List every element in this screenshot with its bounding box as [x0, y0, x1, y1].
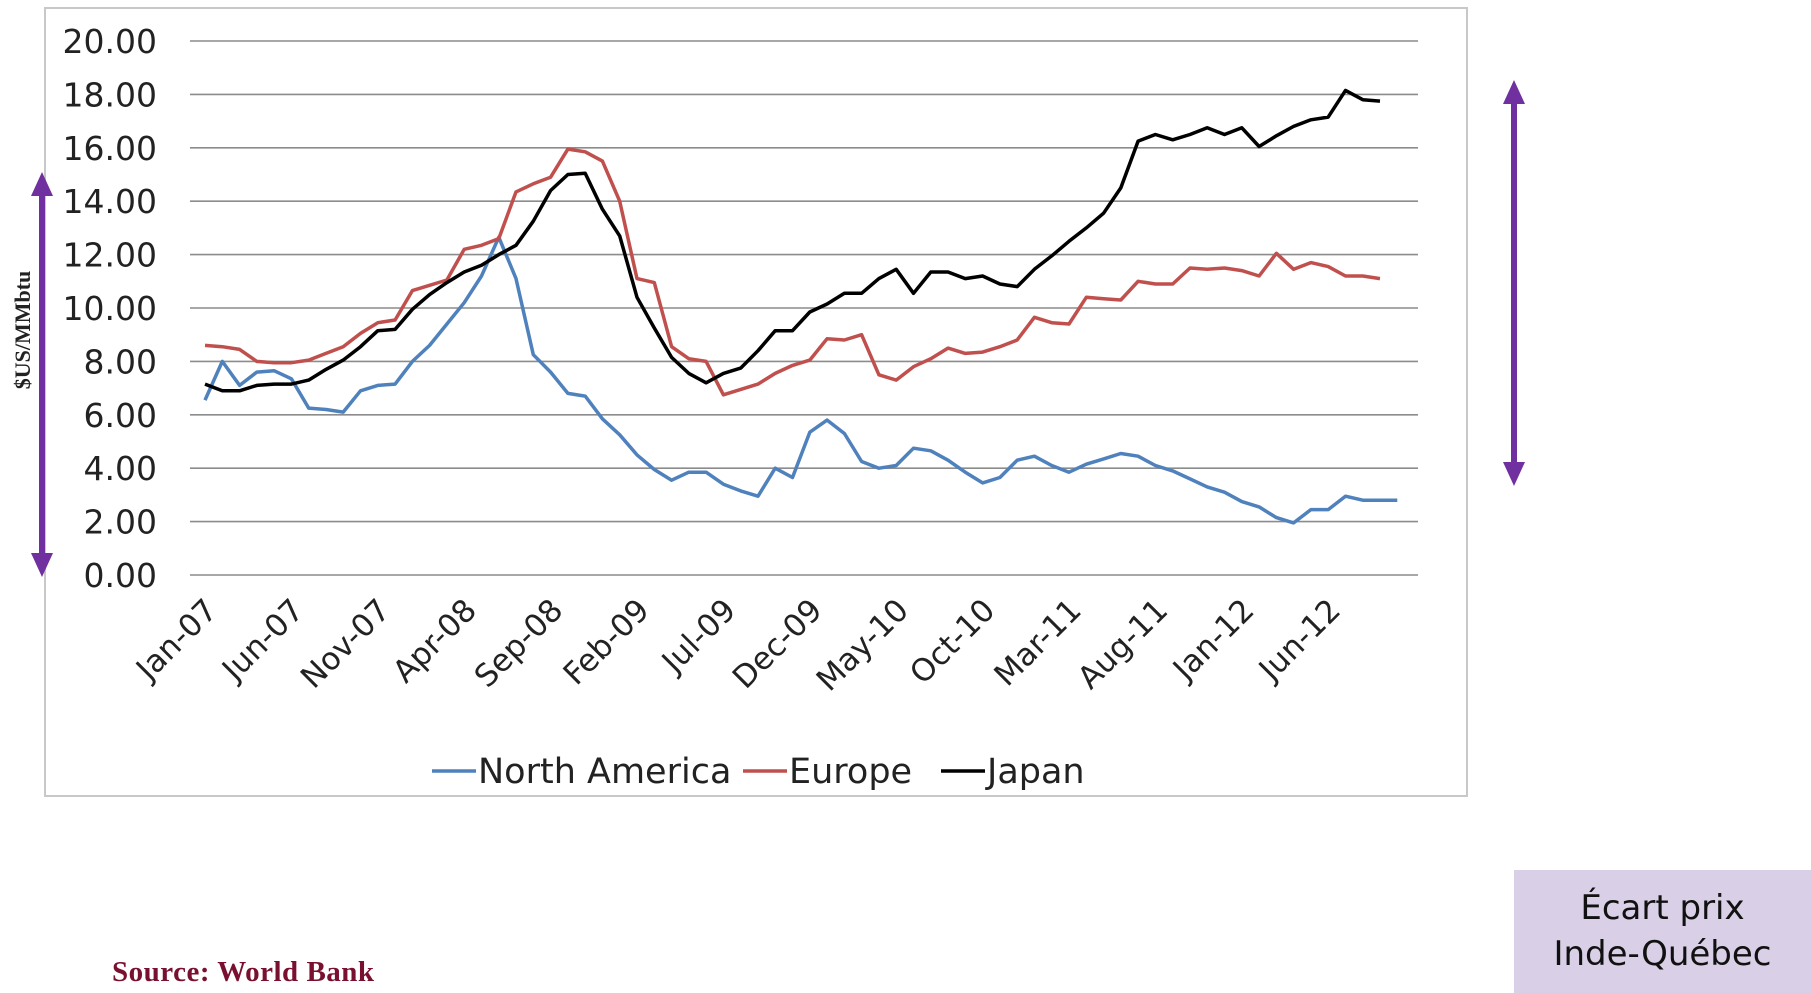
legend-label: Europe — [789, 752, 912, 792]
annotation-arrows — [31, 80, 1525, 577]
series-line-europe — [204, 147, 1381, 397]
annotation-line-1: Écart prix — [1580, 887, 1745, 928]
y-tick-label: 14.00 — [63, 182, 157, 221]
y-tick-label: 20.00 — [63, 22, 157, 61]
y-tick-label: 4.00 — [84, 449, 157, 488]
series-lines — [203, 88, 1398, 525]
plot-frame — [44, 7, 1468, 797]
y-tick-label: 2.00 — [84, 503, 157, 542]
right-double-arrow — [1503, 80, 1525, 486]
legend-label: Japan — [985, 752, 1085, 792]
series-line-north-america — [203, 235, 1398, 525]
y-tick-label: 8.00 — [84, 342, 157, 381]
gridlines — [190, 40, 1418, 576]
legend: North America Europe Japan — [432, 752, 1085, 792]
left-double-arrow — [31, 172, 53, 577]
y-tick-label: 18.00 — [63, 75, 157, 114]
annotation-line-2: Inde-Québec — [1553, 933, 1772, 974]
y-tick-label: 16.00 — [63, 129, 157, 168]
annotation-box: Écart prix Inde-Québec — [1514, 870, 1811, 993]
y-tick-labels: 0.00 2.00 4.00 6.00 8.00 10.00 12.00 14.00 16.00… — [63, 22, 157, 595]
y-axis-label: $US/MMbtu — [10, 271, 35, 390]
y-tick-label: 6.00 — [84, 396, 157, 435]
source-note: Source: World Bank — [112, 956, 375, 988]
y-tick-label: 10.00 — [63, 289, 157, 328]
legend-label: North America — [478, 752, 731, 792]
y-tick-label: 0.00 — [84, 556, 157, 595]
y-tick-label: 12.00 — [63, 236, 157, 275]
series-line-japan — [204, 88, 1381, 393]
